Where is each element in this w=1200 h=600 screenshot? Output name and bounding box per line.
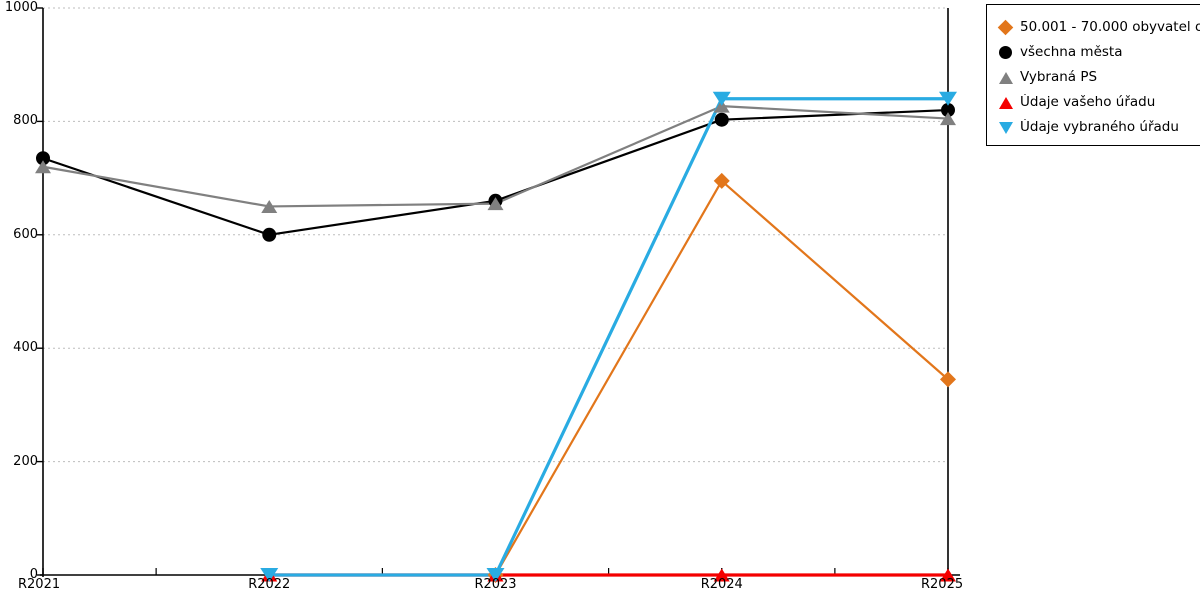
legend-item-label: Údaje vybraného úřadu bbox=[1020, 118, 1179, 135]
data-point-2-3 bbox=[713, 99, 730, 113]
legend-item-label: všechna města bbox=[1020, 43, 1123, 60]
y-axis-tick-label: 200 bbox=[13, 453, 38, 469]
legend-item[interactable]: Vybraná PS bbox=[997, 64, 1200, 89]
series-markers bbox=[35, 91, 957, 583]
axis-lines bbox=[40, 8, 960, 577]
data-point-0-3 bbox=[713, 172, 730, 189]
y-axis-tick-label: 800 bbox=[13, 113, 38, 129]
legend-item-label: 50.001 - 70.000 obyvatel obc... bbox=[1020, 18, 1200, 35]
data-point-4-1 bbox=[260, 568, 279, 582]
data-point-4-2 bbox=[486, 568, 505, 582]
triangle-up-icon bbox=[997, 93, 1015, 111]
series-line-4 bbox=[269, 97, 948, 577]
x-axis-tick-label: R2023 bbox=[474, 577, 517, 592]
legend-item[interactable]: 50.001 - 70.000 obyvatel obc... bbox=[997, 14, 1200, 39]
x-axis-tick-label: R2022 bbox=[248, 577, 291, 592]
plot-area: 1000 800 600 400 200 0 R2021 R2022 R2023 R2024 R2… bbox=[0, 0, 964, 600]
triangle-down-icon bbox=[997, 118, 1015, 136]
gridlines bbox=[43, 7, 948, 576]
legend-item-label: Vybraná PS bbox=[1020, 68, 1098, 85]
data-point-3-3 bbox=[713, 568, 730, 582]
x-axis-tick-labels: R2021 R2022 R2023 R2024 R2025 bbox=[0, 577, 964, 600]
series-line-0 bbox=[494, 179, 949, 576]
chart-legend: 50.001 - 70.000 obyvatel obc... všechna m… bbox=[986, 4, 1200, 146]
legend-item-label: Údaje vašeho úřadu bbox=[1020, 93, 1156, 110]
legend-item[interactable]: Údaje vašeho úřadu bbox=[997, 89, 1200, 114]
data-point-0-4 bbox=[940, 371, 956, 388]
data-point-4-3 bbox=[712, 91, 731, 106]
series-lines bbox=[42, 97, 949, 577]
data-point-1-3 bbox=[714, 112, 729, 127]
data-point-3-4 bbox=[940, 568, 956, 582]
y-axis-tick-label: 1000 bbox=[4, 0, 38, 15]
data-point-2-4 bbox=[940, 112, 956, 126]
circle-icon bbox=[997, 43, 1015, 61]
y-axis-tick-label: 0 bbox=[29, 567, 38, 582]
data-point-2-0 bbox=[35, 160, 51, 174]
y-axis-tick-label: 600 bbox=[13, 226, 38, 242]
data-point-1-4 bbox=[941, 103, 955, 118]
data-point-4-4 bbox=[939, 91, 957, 106]
axis-ticks bbox=[37, 7, 949, 576]
data-point-1-0 bbox=[36, 151, 50, 166]
plot-svg bbox=[35, 7, 960, 583]
x-axis-tick-label: R2025 bbox=[921, 577, 964, 592]
x-axis-tick-label: R2024 bbox=[700, 577, 743, 592]
y-axis-tick-label: 400 bbox=[13, 340, 38, 356]
series-line-1 bbox=[42, 108, 949, 236]
legend-item[interactable]: všechna města bbox=[997, 39, 1200, 64]
data-point-2-2 bbox=[487, 197, 504, 211]
legend-item[interactable]: Údaje vybraného úřadu bbox=[997, 114, 1200, 139]
data-point-2-1 bbox=[261, 199, 278, 213]
y-axis-tick-labels: 1000 800 600 400 200 0 bbox=[0, 0, 38, 600]
diamond-icon bbox=[997, 18, 1015, 36]
x-axis-tick-label: R2021 bbox=[18, 577, 61, 592]
data-point-1-1 bbox=[262, 227, 277, 242]
triangle-up-icon bbox=[997, 68, 1015, 86]
